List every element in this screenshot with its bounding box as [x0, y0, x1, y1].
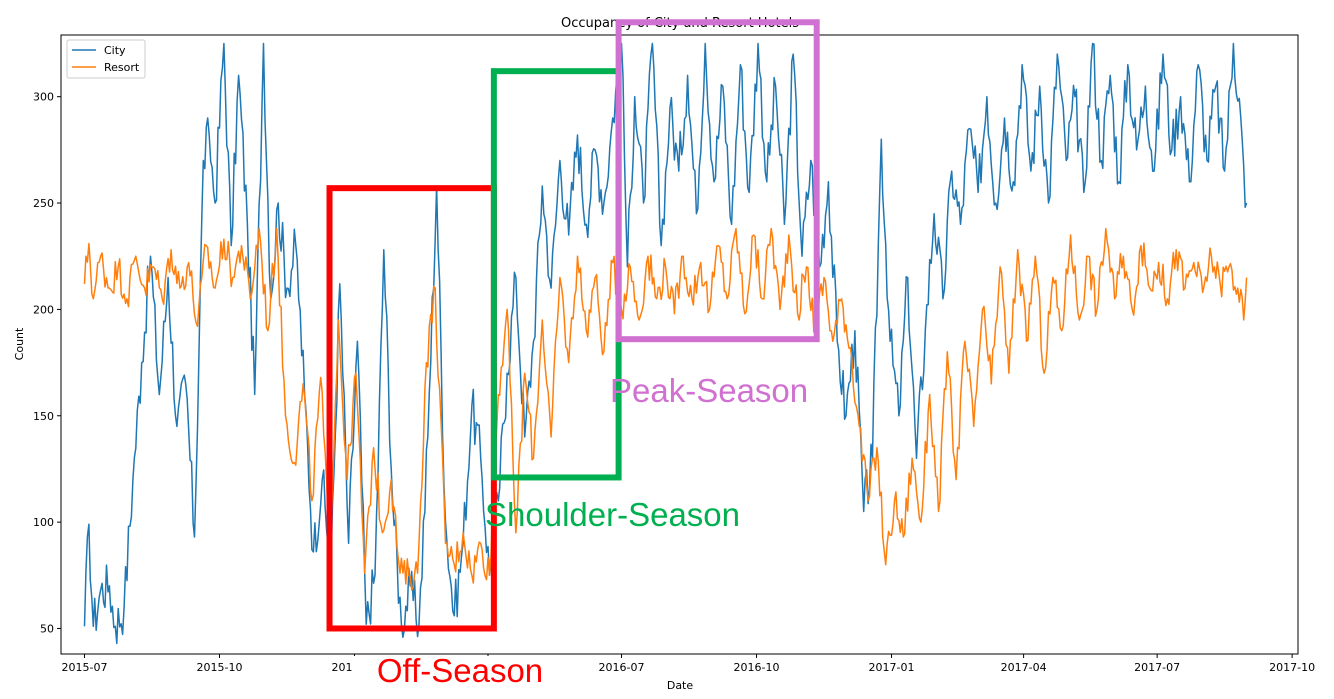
y-tick-label: 150 [33, 410, 54, 423]
x-axis-ticks: 2015-072015-102016-012016-042016-072016-… [61, 654, 1315, 674]
x-tick-label: 2015-10 [196, 661, 242, 674]
y-axis-title: Count [13, 327, 26, 360]
x-tick-label: 2016-07 [599, 661, 645, 674]
annotation-layer: Off-Season Shoulder-Season Peak-Season [326, 19, 820, 699]
annotation-label-peak-season: Peak-Season [610, 372, 808, 409]
x-tick-label: 2015-07 [61, 661, 107, 674]
x-tick-label: 2016-10 [734, 661, 780, 674]
annotation-label-shoulder-season: Shoulder-Season [485, 496, 740, 533]
legend-label-city: City [104, 44, 126, 57]
x-tick-label: 2017-04 [1001, 661, 1047, 674]
y-tick-label: 300 [33, 91, 54, 104]
plot-frame [60, 34, 1299, 655]
y-axis-ticks: 50 100 150 200 250 300 [33, 91, 61, 635]
x-tick-label: 2017-01 [869, 661, 915, 674]
y-tick-label: 200 [33, 303, 54, 316]
x-tick-label: 2017-07 [1134, 661, 1180, 674]
annotation-box-shoulder-season [490, 68, 622, 481]
y-tick-label: 250 [33, 197, 54, 210]
y-tick-label: 50 [40, 622, 54, 635]
legend: City Resort [66, 39, 146, 79]
annotation-label-backdrop [352, 656, 596, 699]
series-line-resort [83, 227, 1248, 591]
series-layer [83, 42, 1248, 645]
annotation-box-peak-season [615, 19, 820, 343]
x-axis-title: Date [667, 679, 694, 692]
annotation-label-off-season: Off-Season [377, 652, 543, 689]
legend-label-resort: Resort [104, 61, 140, 74]
x-tick-label: 2017-10 [1269, 661, 1315, 674]
y-tick-label: 100 [33, 516, 54, 529]
series-line-city [83, 42, 1248, 645]
